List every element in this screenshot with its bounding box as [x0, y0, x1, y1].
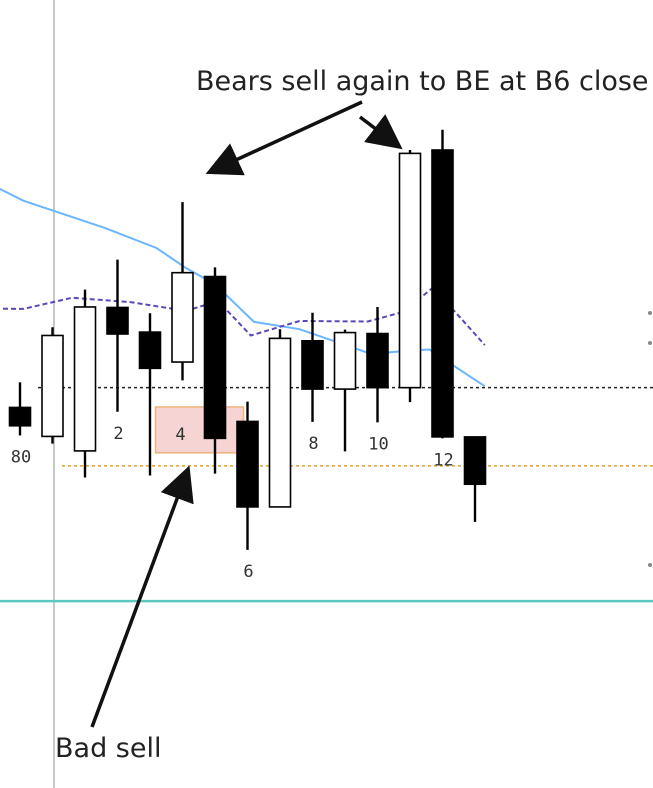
candle-6 — [203, 267, 227, 474]
highlight-label: 4 — [175, 425, 185, 445]
candle-7 — [236, 401, 259, 550]
candle-0 — [8, 382, 32, 436]
candle-4 — [138, 313, 162, 476]
candle-body — [333, 331, 357, 390]
bar-label-2: 2 — [113, 424, 123, 444]
annotation-top: Bears sell again to BE at B6 close — [196, 66, 649, 97]
candle-1 — [41, 327, 64, 444]
annotation-arrow-right — [358, 114, 403, 150]
candle-8 — [268, 329, 292, 508]
candle-body — [236, 420, 259, 508]
bar-label-10: 10 — [368, 434, 388, 454]
candle-body — [301, 339, 324, 390]
candle-body — [366, 332, 389, 389]
annotation-bottom: Bad sell — [55, 733, 161, 764]
candle-body — [398, 152, 422, 389]
bar-number-labels: 80 2 6 8 10 12 — [11, 424, 454, 582]
highlight-box — [154, 406, 245, 454]
bar-label-12: 12 — [433, 450, 453, 470]
ema-line — [0, 187, 486, 388]
candle-body — [463, 436, 487, 486]
candle-13 — [431, 129, 454, 439]
candle-body — [268, 337, 292, 508]
candle-body — [73, 306, 97, 452]
candle-14 — [463, 436, 487, 522]
candle-2 — [73, 289, 97, 478]
candle-body — [8, 406, 32, 427]
horizontal-levels — [0, 386, 653, 603]
candle-body — [171, 271, 194, 363]
candle-body — [203, 275, 227, 440]
candle-12 — [398, 150, 422, 403]
candle-10 — [333, 329, 357, 452]
annotation-arrow-left — [205, 100, 363, 176]
candle-body — [431, 149, 454, 438]
bar-label-6: 6 — [243, 562, 253, 582]
candle-3 — [106, 259, 129, 412]
candle-body — [41, 334, 64, 438]
bar-label-8: 8 — [308, 434, 318, 454]
bar-label-80: 80 — [11, 447, 31, 467]
candle-9 — [301, 312, 324, 422]
candle-5 — [171, 202, 194, 381]
candle-body — [138, 331, 162, 370]
candles-group — [8, 129, 487, 550]
annotation-arrow-bottom — [90, 465, 194, 728]
candle-11 — [366, 306, 389, 423]
right-edge-markers — [648, 311, 652, 567]
signal-bar-highlight: 4 — [154, 406, 245, 454]
candle-body — [106, 306, 129, 335]
